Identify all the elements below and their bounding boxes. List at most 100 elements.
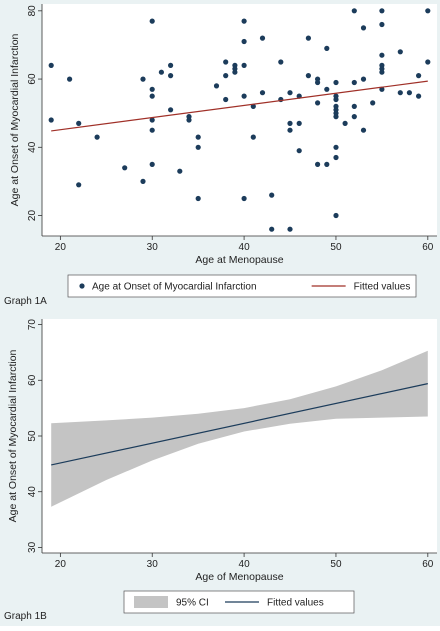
data-point <box>425 59 431 65</box>
data-point <box>351 8 357 14</box>
data-point <box>360 127 367 133</box>
graph-1b-svg: 30 40 50 60 70 20 30 40 50 60 Age of Menopause Age … <box>7 319 437 614</box>
data-point <box>305 35 311 41</box>
data-point <box>241 195 247 202</box>
legend-label: 95% CI <box>176 598 209 609</box>
data-point <box>149 18 155 24</box>
data-point <box>168 62 174 68</box>
data-point <box>149 86 155 92</box>
data-point <box>379 21 385 28</box>
fitted-line <box>51 80 428 132</box>
data-point <box>259 90 266 96</box>
data-point <box>333 154 339 161</box>
data-point <box>67 76 73 82</box>
data-point <box>305 73 311 79</box>
data-point <box>425 8 431 14</box>
data-point <box>333 144 339 150</box>
data-point <box>351 103 357 109</box>
data-point <box>158 69 164 75</box>
data-point <box>351 114 357 120</box>
data-point <box>379 86 385 92</box>
graph-1a-svg: 20 40 60 80 20 30 40 50 60 Age at Menopause Age at… <box>9 4 437 298</box>
data-point <box>232 69 238 75</box>
legend-box <box>67 274 417 298</box>
data-point <box>324 45 330 52</box>
y-tick-label: 30 <box>27 541 38 553</box>
data-point <box>223 73 229 79</box>
data-point <box>76 182 82 188</box>
legend-label: Fitted values <box>354 282 411 293</box>
legend-marker <box>79 283 85 289</box>
data-point <box>223 96 229 103</box>
fitted-line <box>51 383 428 466</box>
data-point <box>287 90 293 96</box>
data-point <box>360 76 367 82</box>
data-point <box>269 192 275 198</box>
data-point <box>379 69 385 75</box>
legend-label: Age at Onset of Myocardial Infarction <box>92 282 257 293</box>
data-point <box>315 100 321 106</box>
graph-1b-label: Graph 1B <box>4 611 47 622</box>
data-point <box>296 120 302 126</box>
data-point <box>287 127 293 133</box>
data-point <box>241 62 247 68</box>
data-point <box>416 93 422 99</box>
data-point <box>213 83 220 89</box>
x-tick-label: 40 <box>239 242 251 253</box>
data-point <box>287 120 293 126</box>
data-point <box>287 226 293 232</box>
data-point <box>259 35 266 41</box>
data-point <box>241 18 247 24</box>
data-point <box>186 117 192 123</box>
x-tick-label: 40 <box>239 559 251 570</box>
data-point <box>360 25 367 31</box>
data-point <box>241 38 247 45</box>
data-point <box>370 100 376 106</box>
y-tick-label: 80 <box>27 5 38 17</box>
data-point <box>177 168 183 174</box>
data-point <box>342 120 348 126</box>
data-point <box>195 134 201 140</box>
x-tick-label: 30 <box>147 242 159 253</box>
data-point <box>397 90 403 96</box>
data-point <box>269 226 275 232</box>
x-tick-label: 60 <box>422 559 434 570</box>
data-point <box>296 148 302 154</box>
data-point <box>195 144 201 150</box>
data-point <box>48 117 54 123</box>
data-point <box>76 120 82 126</box>
data-point <box>333 114 339 120</box>
data-point <box>241 93 247 99</box>
data-point <box>406 90 412 96</box>
data-point <box>315 79 321 86</box>
data-point <box>324 161 330 167</box>
y-tick-label: 60 <box>27 374 38 386</box>
data-point <box>149 161 155 167</box>
y-tick-label: 70 <box>27 319 38 331</box>
data-point <box>333 96 339 103</box>
data-point <box>333 212 339 219</box>
data-point <box>397 49 403 55</box>
data-point <box>149 93 155 99</box>
graph-1a-label: Graph 1A <box>4 296 47 307</box>
data-point <box>223 59 229 65</box>
data-point <box>140 76 146 82</box>
x-axis-title: Age at Menopause <box>195 254 283 266</box>
data-point <box>94 134 100 140</box>
y-tick-label: 40 <box>27 141 38 153</box>
data-point <box>379 52 385 58</box>
x-tick-label: 50 <box>330 559 342 570</box>
data-point <box>168 73 174 79</box>
data-point <box>195 195 201 202</box>
plot-area <box>42 4 437 236</box>
data-point <box>416 73 422 79</box>
x-tick-label: 50 <box>330 242 342 253</box>
data-point <box>48 62 54 68</box>
y-axis-title: Age at Onset of Myocardial Infarction <box>9 33 21 206</box>
data-point <box>250 134 256 140</box>
data-point <box>333 79 339 86</box>
data-point <box>250 103 256 109</box>
data-point <box>379 8 385 14</box>
data-point <box>278 59 284 65</box>
